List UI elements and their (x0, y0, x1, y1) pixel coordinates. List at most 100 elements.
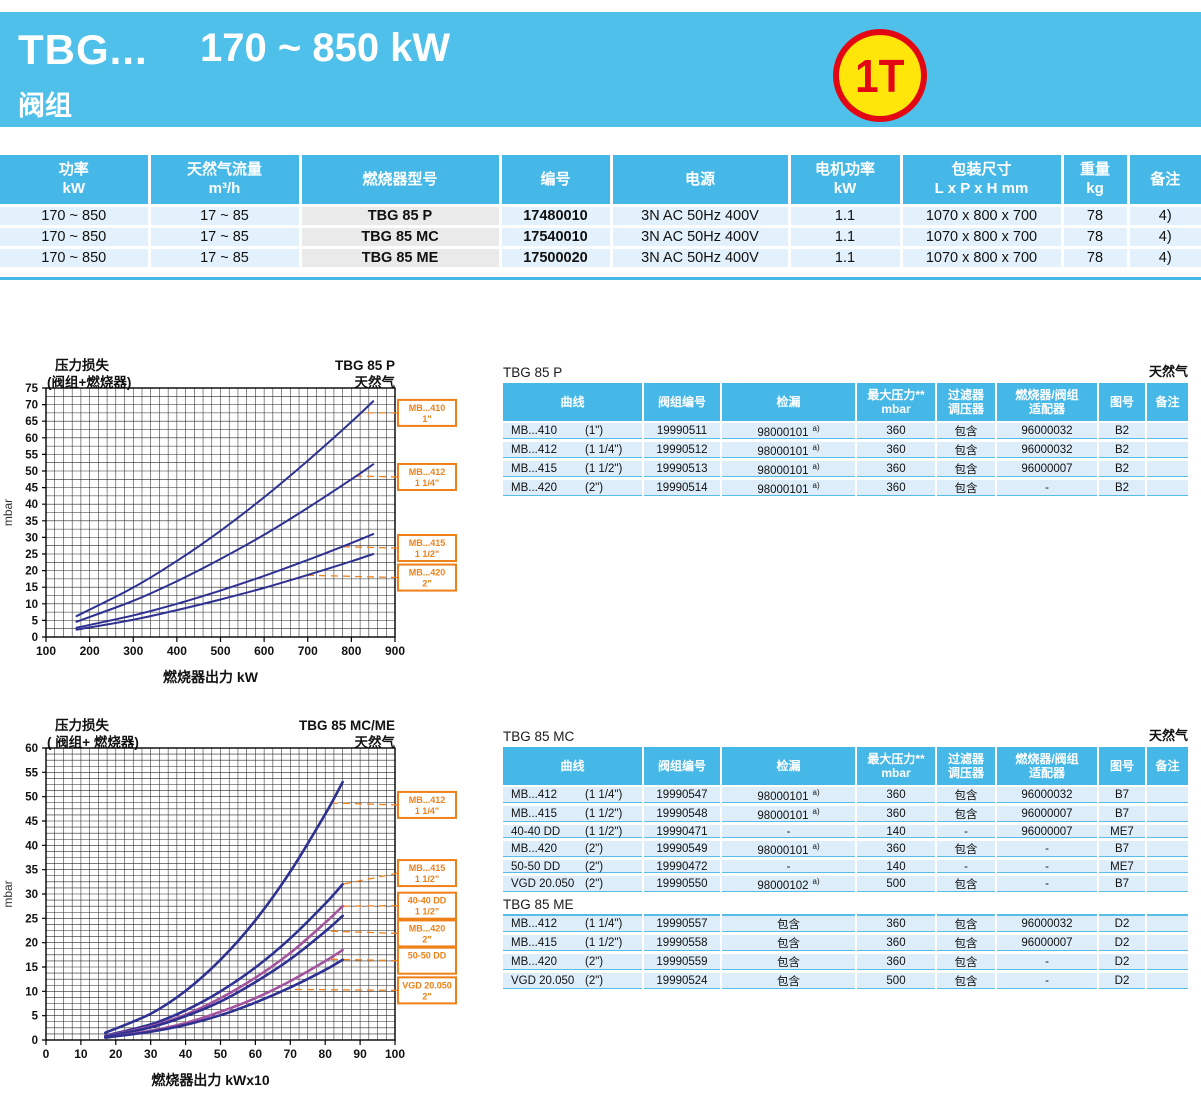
cell (1146, 823, 1188, 841)
cell: - (996, 874, 1099, 895)
cell: - (996, 478, 1099, 499)
curve-cell: 40-40 DD (1 1/2") (503, 823, 644, 841)
svg-text:60: 60 (25, 743, 38, 755)
column-header: 过滤器 调压器 (936, 383, 997, 423)
table-row: MB...415 (1 1/2") 19990558 包含 360 包含 96000007 D… (503, 933, 1188, 954)
cell: B2 (1098, 440, 1147, 461)
svg-text:MB...415: MB...415 (409, 538, 446, 548)
svg-text:900: 900 (385, 644, 405, 658)
cell: D2 (1098, 933, 1147, 954)
svg-text:30: 30 (25, 889, 38, 901)
cell: 4) (1128, 247, 1201, 270)
cell: 包含 (936, 440, 997, 461)
table-row: MB...410 (1") 19990511 98000101 a) 360 包含 96000… (503, 422, 1188, 442)
svg-text:40: 40 (25, 840, 38, 852)
table-row: 170 ~ 850 17 ~ 85 TBG 85 P 17480010 3N AC 50… (0, 205, 1201, 228)
cell: TBG 85 MC (300, 226, 502, 249)
cell: 包含 (936, 915, 997, 935)
cell (1146, 915, 1188, 935)
cell: 140 (856, 823, 937, 841)
cell: 360 (856, 839, 937, 860)
cell: 96000032 (996, 915, 1099, 935)
cell: 78 (1062, 226, 1130, 249)
curve-cell: MB...415 (1 1/2") (503, 804, 644, 825)
leak-cell: 98000102 a) (721, 874, 857, 895)
leak-cell: 98000101 a) (721, 839, 857, 860)
main-product-table-wrap: 功率 kW 天然气流量 m³/h 燃烧器型号 编号 电源 电机功率 kW 包装尺寸 L x P x … (0, 155, 1201, 270)
column-header: 阀组编号 (643, 747, 722, 787)
cell: 包含 (936, 839, 997, 860)
cell: 360 (856, 804, 937, 825)
page-subtitle: 阀组 (18, 91, 72, 121)
cell: 19990511 (643, 422, 722, 442)
leak-cell: 包含 (721, 952, 857, 973)
cell: 1.1 (789, 247, 903, 270)
cell (1146, 971, 1188, 992)
cell: 包含 (936, 874, 997, 895)
svg-text:MB...412: MB...412 (409, 795, 446, 805)
svg-text:25: 25 (25, 913, 38, 925)
valve-table-titlerow: TBG 85 MC 天然气 (503, 725, 1188, 747)
svg-text:40-40 DD: 40-40 DD (408, 896, 447, 906)
cell: 19990548 (643, 804, 722, 825)
svg-text:天然气: 天然气 (355, 374, 396, 390)
table-bottom-rule (0, 277, 1201, 280)
table-row: VGD 20.050 (2") 19990524 包含 500 包含 - D2 (503, 971, 1188, 992)
valve-table-tbg85me: MB...412 (1 1/4") 19990557 包含 360 包含 96000032 D… (503, 914, 1188, 992)
column-header: 最大压力** mbar (856, 747, 937, 787)
cell: 96000032 (996, 440, 1099, 461)
curve-cell: MB...412 (1 1/4") (503, 786, 644, 806)
leak-cell: 98000101 a) (721, 422, 857, 442)
leak-cell: 98000101 a) (721, 786, 857, 806)
table-row: MB...412 (1 1/4") 19990557 包含 360 包含 96000032 D… (503, 915, 1188, 935)
svg-text:35: 35 (25, 516, 38, 528)
cell: 包含 (936, 804, 997, 825)
cell: D2 (1098, 952, 1147, 973)
cell (1146, 874, 1188, 895)
svg-text:5: 5 (32, 1011, 39, 1023)
svg-text:600: 600 (254, 644, 274, 658)
table-row: 40-40 DD (1 1/2") 19990471-140-96000007 ME7 (503, 823, 1188, 841)
cell: 17 ~ 85 (149, 205, 302, 228)
svg-text:1 1/2": 1 1/2" (415, 874, 439, 884)
cell: 96000007 (996, 804, 1099, 825)
cell: 17 ~ 85 (149, 226, 302, 249)
curve-cell: MB...420 (2") (503, 952, 644, 973)
svg-text:700: 700 (298, 644, 318, 658)
cell: 360 (856, 915, 937, 935)
cell: - (996, 858, 1099, 876)
cell: 3N AC 50Hz 400V (611, 205, 791, 228)
curve-cell: MB...410 (1") (503, 422, 644, 442)
valve-table-title: TBG 85 MC (503, 729, 575, 744)
valve-table-subtitle: TBG 85 ME (503, 897, 574, 912)
svg-text:MB...420: MB...420 (409, 568, 446, 578)
cell: 17500020 (500, 247, 613, 270)
curve-cell: MB...412 (1 1/4") (503, 440, 644, 461)
svg-text:20: 20 (109, 1047, 123, 1061)
curve-cell: 50-50 DD (2") (503, 858, 644, 876)
svg-text:55: 55 (25, 767, 38, 779)
cell: 19990557 (643, 915, 722, 935)
cell: B2 (1098, 459, 1147, 480)
svg-text:mbar: mbar (1, 880, 15, 907)
svg-text:2": 2" (422, 934, 431, 944)
svg-text:10: 10 (25, 986, 38, 998)
valve-table-body: MB...412 (1 1/4") 19990557 包含 360 包含 96000032 D… (503, 915, 1188, 992)
cell: 1070 x 800 x 700 (901, 226, 1064, 249)
cell: 19990558 (643, 933, 722, 954)
valve-table-body: MB...410 (1") 19990511 98000101 a) 360 包含 96000… (503, 422, 1188, 499)
svg-text:500: 500 (210, 644, 230, 658)
cell: 19990512 (643, 440, 722, 461)
column-header: 电机功率 kW (789, 155, 903, 207)
cell: 17480010 (500, 205, 613, 228)
cell: 包含 (936, 422, 997, 442)
cell: - (936, 823, 997, 841)
cell: 1.1 (789, 205, 903, 228)
valve-table-title: TBG 85 P (503, 365, 563, 380)
column-header: 重量 kg (1062, 155, 1130, 207)
svg-text:0: 0 (32, 632, 38, 644)
table-row: VGD 20.050 (2") 19990550 98000102 a) 500 包含 - B7 (503, 874, 1188, 895)
1t-badge: 1T (833, 29, 927, 122)
gas-type-label: 天然气 (1148, 364, 1188, 379)
